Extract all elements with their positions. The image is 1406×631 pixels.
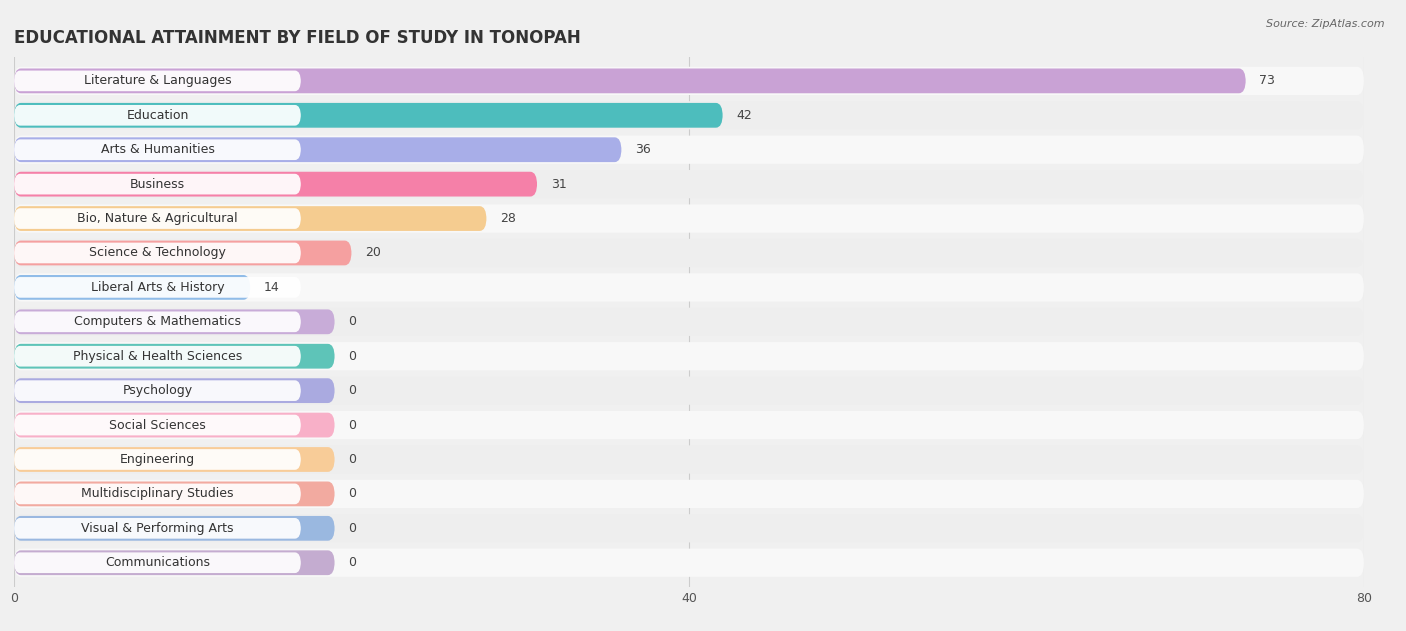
Text: 28: 28 bbox=[501, 212, 516, 225]
Text: Engineering: Engineering bbox=[120, 453, 195, 466]
FancyBboxPatch shape bbox=[14, 377, 1364, 404]
FancyBboxPatch shape bbox=[14, 69, 1246, 93]
FancyBboxPatch shape bbox=[14, 483, 301, 504]
FancyBboxPatch shape bbox=[14, 550, 335, 575]
Text: 0: 0 bbox=[349, 522, 356, 535]
Text: 0: 0 bbox=[349, 557, 356, 569]
FancyBboxPatch shape bbox=[14, 449, 301, 470]
FancyBboxPatch shape bbox=[14, 380, 301, 401]
FancyBboxPatch shape bbox=[14, 308, 1364, 336]
FancyBboxPatch shape bbox=[14, 170, 1364, 198]
FancyBboxPatch shape bbox=[14, 481, 335, 506]
FancyBboxPatch shape bbox=[14, 172, 537, 196]
FancyBboxPatch shape bbox=[14, 342, 1364, 370]
FancyBboxPatch shape bbox=[14, 415, 301, 435]
FancyBboxPatch shape bbox=[14, 514, 1364, 543]
FancyBboxPatch shape bbox=[14, 552, 301, 573]
Text: 42: 42 bbox=[737, 109, 752, 122]
Text: Psychology: Psychology bbox=[122, 384, 193, 397]
FancyBboxPatch shape bbox=[14, 243, 301, 263]
Text: 31: 31 bbox=[551, 178, 567, 191]
FancyBboxPatch shape bbox=[14, 480, 1364, 508]
FancyBboxPatch shape bbox=[14, 277, 301, 298]
FancyBboxPatch shape bbox=[14, 208, 301, 229]
Text: Education: Education bbox=[127, 109, 188, 122]
FancyBboxPatch shape bbox=[14, 103, 723, 127]
Text: Bio, Nature & Agricultural: Bio, Nature & Agricultural bbox=[77, 212, 238, 225]
Text: Literature & Languages: Literature & Languages bbox=[84, 74, 231, 87]
Text: 0: 0 bbox=[349, 316, 356, 328]
Text: Communications: Communications bbox=[105, 557, 209, 569]
FancyBboxPatch shape bbox=[14, 71, 301, 91]
FancyBboxPatch shape bbox=[14, 240, 352, 266]
Text: Visual & Performing Arts: Visual & Performing Arts bbox=[82, 522, 233, 535]
FancyBboxPatch shape bbox=[14, 204, 1364, 233]
Text: 73: 73 bbox=[1260, 74, 1275, 87]
FancyBboxPatch shape bbox=[14, 174, 301, 194]
FancyBboxPatch shape bbox=[14, 101, 1364, 129]
FancyBboxPatch shape bbox=[14, 273, 1364, 302]
Text: 36: 36 bbox=[636, 143, 651, 156]
Text: Source: ZipAtlas.com: Source: ZipAtlas.com bbox=[1267, 19, 1385, 29]
FancyBboxPatch shape bbox=[14, 275, 250, 300]
Text: 0: 0 bbox=[349, 487, 356, 500]
Text: Arts & Humanities: Arts & Humanities bbox=[101, 143, 214, 156]
Text: Liberal Arts & History: Liberal Arts & History bbox=[90, 281, 225, 294]
Text: Science & Technology: Science & Technology bbox=[89, 247, 226, 259]
FancyBboxPatch shape bbox=[14, 138, 621, 162]
FancyBboxPatch shape bbox=[14, 518, 301, 539]
Text: Social Sciences: Social Sciences bbox=[110, 418, 205, 432]
FancyBboxPatch shape bbox=[14, 346, 301, 367]
FancyBboxPatch shape bbox=[14, 206, 486, 231]
FancyBboxPatch shape bbox=[14, 139, 301, 160]
FancyBboxPatch shape bbox=[14, 447, 335, 472]
FancyBboxPatch shape bbox=[14, 312, 301, 332]
FancyBboxPatch shape bbox=[14, 239, 1364, 267]
FancyBboxPatch shape bbox=[14, 413, 335, 437]
Text: 14: 14 bbox=[264, 281, 280, 294]
Text: Computers & Mathematics: Computers & Mathematics bbox=[75, 316, 240, 328]
Text: 0: 0 bbox=[349, 384, 356, 397]
Text: 0: 0 bbox=[349, 453, 356, 466]
FancyBboxPatch shape bbox=[14, 136, 1364, 164]
FancyBboxPatch shape bbox=[14, 344, 335, 369]
FancyBboxPatch shape bbox=[14, 378, 335, 403]
FancyBboxPatch shape bbox=[14, 67, 1364, 95]
FancyBboxPatch shape bbox=[14, 309, 335, 334]
Text: 0: 0 bbox=[349, 350, 356, 363]
FancyBboxPatch shape bbox=[14, 548, 1364, 577]
Text: Physical & Health Sciences: Physical & Health Sciences bbox=[73, 350, 242, 363]
Text: Multidisciplinary Studies: Multidisciplinary Studies bbox=[82, 487, 233, 500]
FancyBboxPatch shape bbox=[14, 516, 335, 541]
FancyBboxPatch shape bbox=[14, 105, 301, 126]
Text: Business: Business bbox=[129, 178, 186, 191]
FancyBboxPatch shape bbox=[14, 445, 1364, 474]
Text: EDUCATIONAL ATTAINMENT BY FIELD OF STUDY IN TONOPAH: EDUCATIONAL ATTAINMENT BY FIELD OF STUDY… bbox=[14, 29, 581, 47]
Text: 20: 20 bbox=[366, 247, 381, 259]
FancyBboxPatch shape bbox=[14, 411, 1364, 439]
Text: 0: 0 bbox=[349, 418, 356, 432]
